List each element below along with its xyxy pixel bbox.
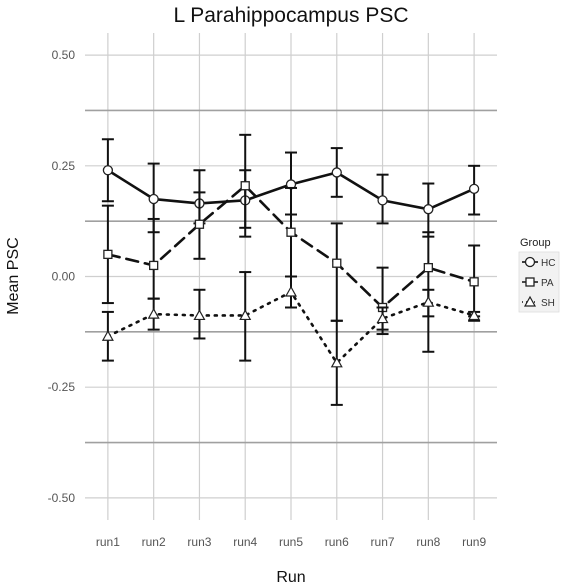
legend-key-marker: [524, 256, 536, 268]
legend: Group HC PA SH: [518, 237, 560, 313]
data-point: [101, 330, 114, 341]
x-tick-label: run5: [279, 535, 303, 549]
data-point: [194, 219, 205, 229]
x-tick-label: run3: [187, 535, 211, 549]
y-tick-label: -0.25: [48, 380, 76, 394]
y-tick-label: 0.50: [52, 48, 76, 62]
data-point: [193, 309, 206, 321]
y-axis-label: Mean PSC: [5, 237, 22, 314]
data-point: [284, 285, 298, 297]
legend-label-sh: SH: [541, 298, 555, 309]
legend-title: Group: [520, 237, 551, 249]
x-tick-label: run8: [416, 535, 440, 549]
y-tick-label: 0.00: [52, 270, 76, 284]
x-tick-label: run2: [142, 535, 166, 549]
data-point: [286, 227, 296, 237]
series-pa: [101, 133, 481, 353]
data-point: [468, 309, 481, 321]
x-axis-label: Run: [276, 569, 305, 586]
legend-key-marker: [525, 277, 535, 287]
data-point: [331, 167, 342, 178]
data-point: [149, 260, 159, 271]
data-point: [423, 204, 434, 215]
data-point: [148, 193, 159, 205]
data-point: [240, 181, 250, 191]
legend-key-marker: [523, 295, 537, 307]
data-point: [102, 165, 114, 176]
series-layer: [101, 133, 481, 406]
chart-title: L Parahippocampus PSC: [173, 4, 408, 27]
series-sh: [101, 271, 481, 406]
y-tick-label: -0.50: [48, 491, 76, 505]
y-tick-labels: -0.50 -0.25 0.00 0.25 0.50: [48, 48, 76, 505]
data-point: [332, 258, 342, 268]
data-point: [468, 183, 480, 194]
x-tick-label: run7: [371, 535, 395, 549]
data-point: [422, 295, 435, 307]
data-point: [147, 307, 160, 319]
x-tick-label: run6: [325, 535, 349, 549]
data-point: [377, 195, 388, 206]
data-point: [103, 249, 113, 260]
data-point: [423, 262, 433, 273]
legend-label-hc: HC: [541, 258, 555, 269]
x-tick-labels: run1 run2 run3 run4 run5 run6 run7 run8 run9: [96, 535, 487, 549]
y-tick-label: 0.25: [52, 159, 76, 173]
data-point: [330, 356, 343, 368]
legend-label-pa: PA: [541, 278, 554, 289]
data-point: [376, 312, 389, 324]
x-tick-label: run9: [462, 535, 486, 549]
x-tick-label: run4: [233, 535, 257, 549]
data-point: [469, 277, 479, 287]
data-point: [239, 309, 252, 321]
x-tick-label: run1: [96, 535, 120, 549]
